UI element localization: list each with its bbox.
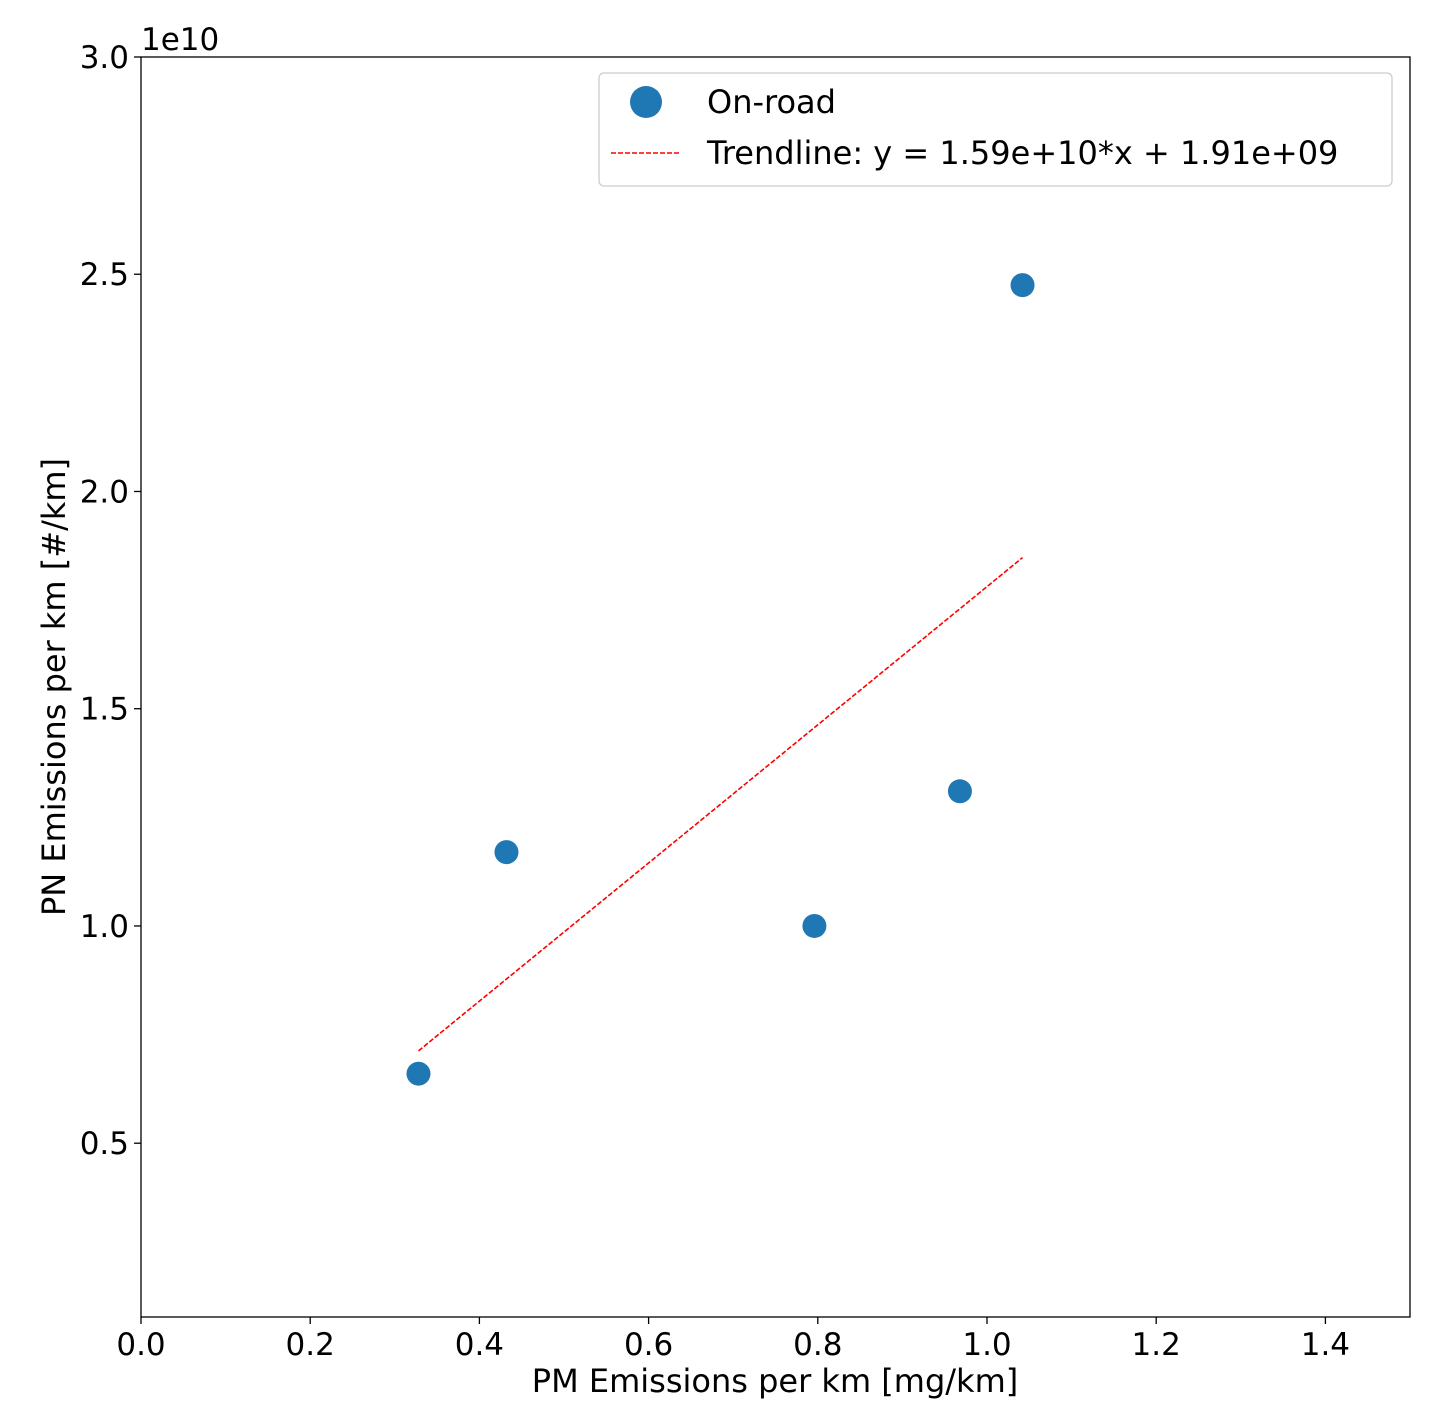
y-offset-label: 1e10	[141, 22, 219, 58]
x-tick-label: 1.4	[1301, 1327, 1350, 1363]
data-point	[947, 779, 972, 804]
legend-marker-on-road	[630, 86, 662, 118]
scatter-points	[406, 273, 1035, 1086]
data-point	[1010, 273, 1035, 298]
y-tick-label: 2.5	[80, 257, 129, 293]
x-tick-label: 0.0	[116, 1327, 165, 1363]
trendline	[417, 557, 1024, 1052]
y-axis-label: PN Emissions per km [#/km]	[35, 458, 73, 916]
y-tick-label: 3.0	[80, 40, 129, 76]
y-tick-label: 1.0	[80, 909, 129, 945]
legend-label-trendline: Trendline: y = 1.59e+10*x + 1.91e+09	[706, 134, 1338, 172]
data-point	[494, 840, 519, 865]
legend-box	[598, 72, 1393, 187]
plot-area	[140, 56, 1411, 1318]
y-axis-ticks: 0.5 1.0 1.5 2.0 2.5 3.0	[80, 40, 141, 1162]
y-tick-label: 2.0	[80, 474, 129, 510]
y-tick-label: 0.5	[80, 1126, 129, 1162]
x-axis-ticks: 0.0 0.2 0.4 0.6 0.8 1.0 1.2 1.4	[116, 1317, 1350, 1363]
data-point	[802, 913, 827, 938]
x-axis-label: PM Emissions per km [mg/km]	[532, 1362, 1018, 1400]
y-tick-label: 1.5	[80, 692, 129, 728]
data-point	[406, 1061, 431, 1086]
legend: On-road Trendline: y = 1.59e+10*x + 1.91…	[598, 72, 1393, 187]
x-tick-label: 0.4	[455, 1327, 504, 1363]
x-tick-label: 1.2	[1132, 1327, 1181, 1363]
x-tick-label: 0.2	[286, 1327, 335, 1363]
x-tick-label: 0.6	[624, 1327, 673, 1363]
legend-label-on-road: On-road	[707, 83, 836, 121]
x-tick-label: 0.8	[793, 1327, 842, 1363]
x-tick-label: 1.0	[962, 1327, 1011, 1363]
